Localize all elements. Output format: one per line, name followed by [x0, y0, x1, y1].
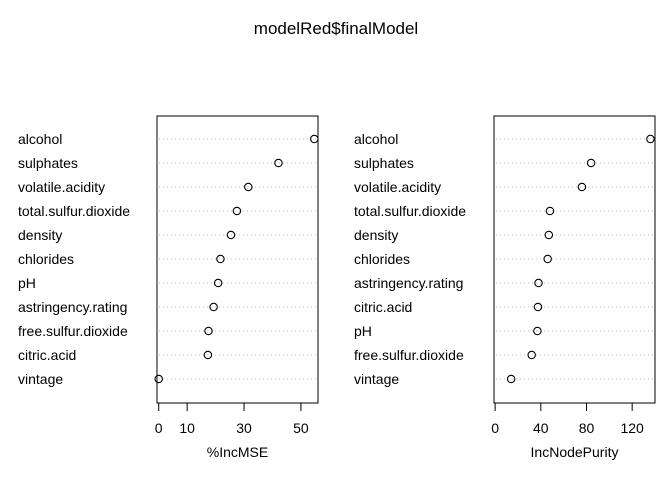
row-label: total.sulfur.dioxide: [354, 203, 466, 219]
data-point: [154, 374, 163, 384]
data-point: [527, 350, 536, 360]
data-point: [586, 158, 596, 168]
row-label: density: [354, 227, 398, 243]
data-point: [646, 134, 655, 144]
row-label: pH: [354, 323, 372, 339]
row-label: alcohol: [18, 131, 62, 147]
x-tick-label: 120: [620, 420, 644, 436]
panel-1: alcohol sulphates volatile.acidity total.su…: [18, 115, 319, 460]
row-label: free.sulfur.dioxide: [18, 323, 128, 339]
row-label: vintage: [18, 371, 63, 387]
data-point: [209, 302, 218, 312]
row-label: density: [18, 227, 62, 243]
data-point: [533, 326, 542, 336]
plot-frame: [493, 115, 656, 404]
data-point: [232, 206, 242, 216]
data-point: [544, 230, 554, 240]
row-label: pH: [18, 275, 36, 291]
row-label: volatile.acidity: [354, 179, 441, 195]
data-point: [274, 158, 283, 168]
x-tick-label: 80: [579, 420, 595, 436]
row-label: vintage: [354, 371, 399, 387]
x-tick-label: 10: [179, 420, 195, 436]
row-label: chlorides: [18, 251, 74, 267]
x-tick-label: 30: [236, 420, 252, 436]
row-label: sulphates: [354, 155, 414, 171]
data-point: [577, 182, 587, 192]
plot-frame: [156, 115, 319, 404]
data-point: [545, 206, 555, 216]
row-label: free.sulfur.dioxide: [354, 347, 464, 363]
row-label: sulphates: [18, 155, 78, 171]
row-label: citric.acid: [354, 299, 412, 315]
data-point: [506, 374, 516, 384]
row-label: astringency.rating: [354, 275, 463, 291]
row-label: alcohol: [354, 131, 398, 147]
data-point: [226, 230, 236, 240]
data-point: [216, 254, 225, 264]
data-point: [213, 278, 223, 288]
x-tick-label: 0: [155, 420, 163, 436]
data-point: [244, 182, 253, 192]
data-point: [543, 254, 552, 264]
x-tick-label: 40: [533, 420, 549, 436]
x-axis-label: %IncMSE: [207, 444, 268, 460]
row-label: volatile.acidity: [18, 179, 105, 195]
data-point: [203, 350, 213, 360]
row-label: astringency.rating: [18, 299, 127, 315]
panel-2: alcohol sulphates volatile.acidity total.su…: [354, 115, 656, 460]
x-tick-label: 0: [491, 420, 499, 436]
data-point: [533, 302, 543, 312]
data-point: [204, 326, 213, 336]
x-axis-label: IncNodePurity: [531, 444, 619, 460]
row-label: total.sulfur.dioxide: [18, 203, 130, 219]
data-point: [534, 278, 543, 288]
row-label: chlorides: [354, 251, 410, 267]
chart-title: modelRed$finalModel: [254, 19, 418, 38]
x-tick-label: 50: [293, 420, 309, 436]
row-label: citric.acid: [18, 347, 76, 363]
